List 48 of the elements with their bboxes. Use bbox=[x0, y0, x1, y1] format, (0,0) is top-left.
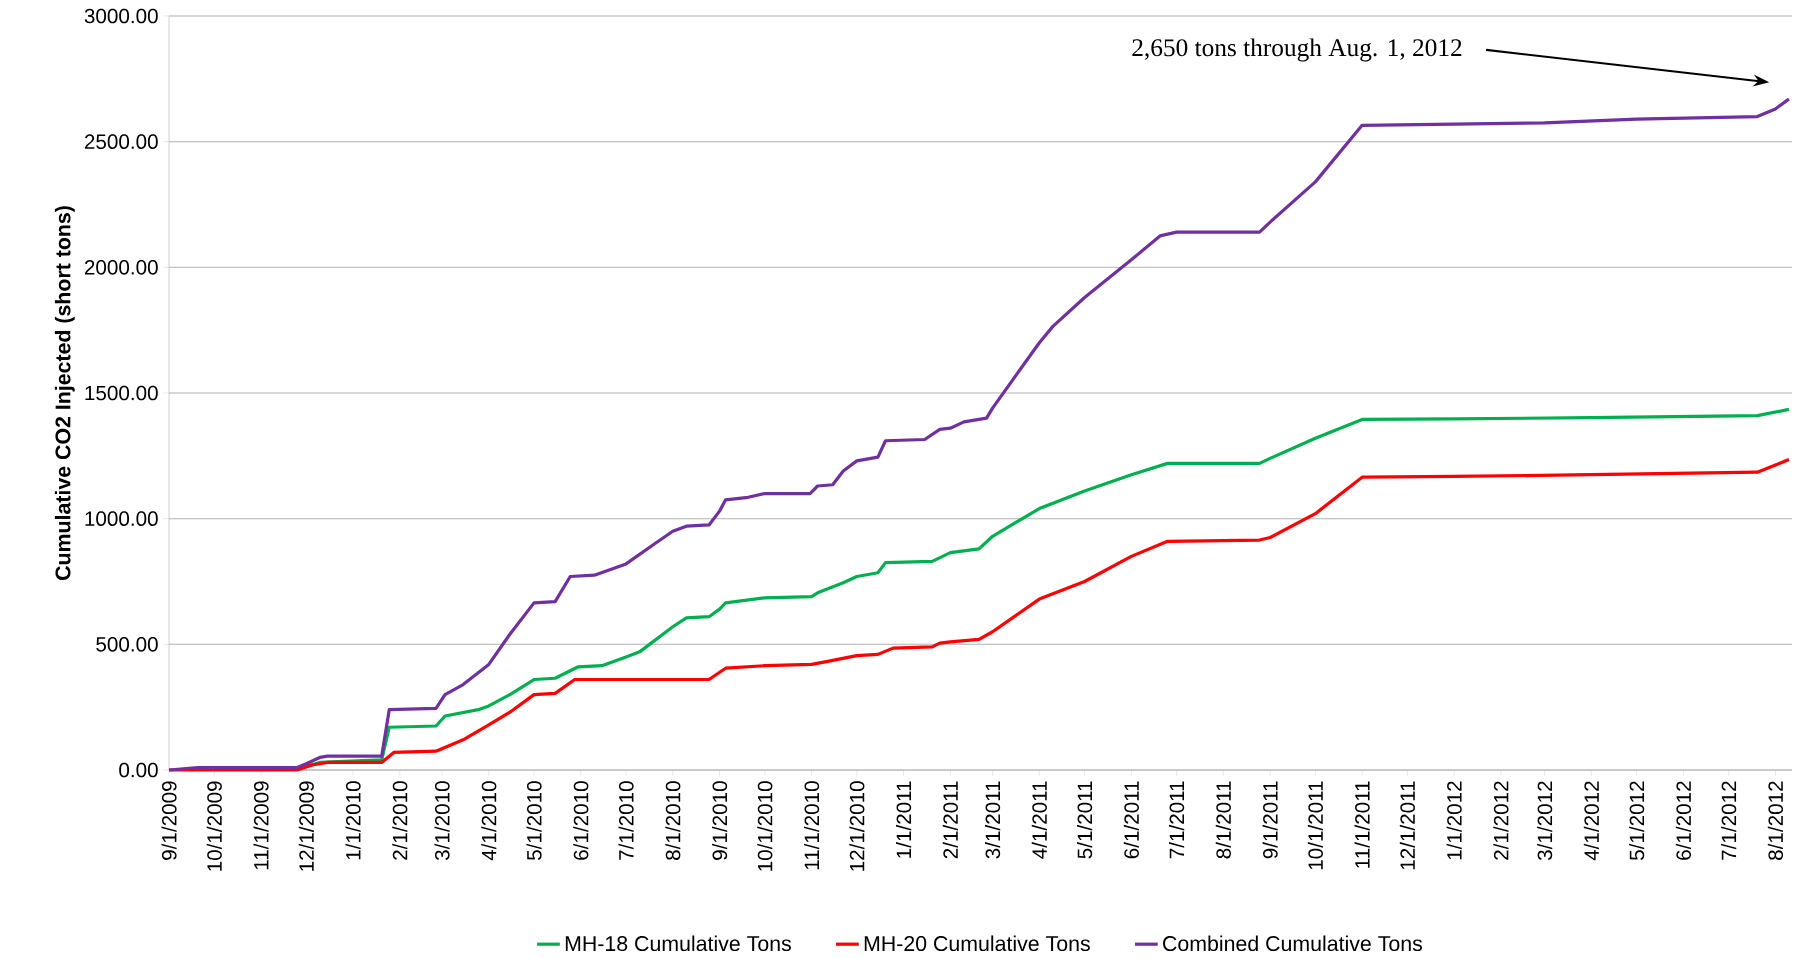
x-tick-label: 12/1/2010 bbox=[849, 781, 865, 871]
legend-label: MH-20 Cumulative Tons bbox=[864, 935, 1090, 952]
x-tick-label: 11/1/2009 bbox=[253, 781, 269, 870]
x-tick-label: 11/1/2010 bbox=[803, 781, 820, 870]
x-tick-label: 7/1/2012 bbox=[1721, 781, 1737, 860]
x-tick-label: 1/1/2011 bbox=[896, 781, 912, 858]
x-tick-label: 2/1/2011 bbox=[942, 781, 958, 859]
x-tick-label: 1/1/2010 bbox=[345, 781, 361, 860]
x-tick-label: 6/1/2010 bbox=[573, 781, 589, 860]
x-tick-label: 3/1/2011 bbox=[984, 781, 1001, 859]
x-tick-label: 12/1/2009 bbox=[298, 781, 314, 871]
y-tick-label: 1500.00 bbox=[85, 385, 158, 401]
x-tick-label: 3/1/2012 bbox=[1537, 781, 1553, 861]
x-tick-label: 7/1/2010 bbox=[618, 781, 634, 860]
x-tick-label: 12/1/2011 bbox=[1399, 781, 1415, 870]
legend-label: MH-18 Cumulative Tons bbox=[565, 935, 791, 952]
x-tick-label: 5/1/2011 bbox=[1077, 781, 1093, 859]
y-tick-label: 1000.00 bbox=[85, 511, 158, 526]
legend-label: Combined Cumulative Tons bbox=[1163, 935, 1423, 952]
x-tick-label: 9/1/2010 bbox=[711, 781, 728, 860]
x-tick-label: 10/1/2009 bbox=[206, 781, 222, 871]
x-tick-label: 6/1/2012 bbox=[1675, 781, 1692, 860]
y-axis-title: Cumulative CO2 Injected (short tons) bbox=[54, 206, 75, 580]
x-tick-label: 2/1/2012 bbox=[1493, 781, 1509, 860]
annotation: 2,650 tons through Aug. 1, 2012 bbox=[1132, 38, 1462, 62]
x-tick-label: 4/1/2012 bbox=[1583, 781, 1599, 861]
x-tick-label: 5/1/2010 bbox=[526, 781, 542, 861]
y-tick-label: 2500.00 bbox=[84, 134, 158, 149]
x-tick-label: 1/1/2012 bbox=[1446, 781, 1462, 860]
x-tick-label: 10/1/2010 bbox=[757, 781, 773, 871]
x-tick-label: 6/1/2011 bbox=[1123, 781, 1139, 859]
x-tick-label: 2/1/2010 bbox=[392, 781, 408, 860]
y-tick-label: 3000.00 bbox=[84, 8, 158, 24]
x-tick-label: 9/1/2011 bbox=[1262, 781, 1278, 859]
x-tick-label: 8/1/2011 bbox=[1215, 781, 1231, 859]
x-tick-label: 8/1/2012 bbox=[1767, 781, 1784, 860]
x-tick-label: 8/1/2010 bbox=[665, 781, 681, 860]
y-tick-label: 2000.00 bbox=[84, 260, 158, 275]
x-tick-label: 7/1/2011 bbox=[1169, 781, 1185, 859]
y-tick-label: 0.00 bbox=[119, 762, 158, 778]
x-tick-label: 4/1/2010 bbox=[481, 781, 497, 861]
y-tick-label: 500.00 bbox=[96, 637, 158, 652]
x-tick-label: 9/1/2009 bbox=[161, 781, 177, 860]
x-tick-label: 11/1/2011 bbox=[1354, 781, 1370, 868]
x-tick-label: 5/1/2012 bbox=[1629, 781, 1645, 861]
x-tick-label: 4/1/2011 bbox=[1031, 781, 1047, 859]
x-tick-label: 3/1/2010 bbox=[434, 781, 450, 861]
x-tick-label: 10/1/2011 bbox=[1307, 781, 1323, 870]
